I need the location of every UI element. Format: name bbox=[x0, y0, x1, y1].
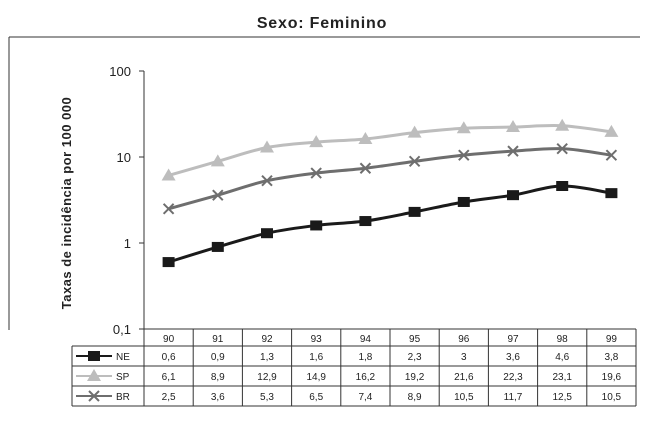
data-point-ne bbox=[457, 196, 470, 207]
data-label-sp: 8,9 bbox=[211, 372, 225, 383]
data-point-sp bbox=[456, 121, 471, 134]
y-tick-label: 100 bbox=[109, 64, 131, 79]
data-label-br: 2,5 bbox=[162, 392, 176, 403]
data-label-sp: 14,9 bbox=[306, 372, 326, 383]
data-label-ne: 3,8 bbox=[604, 352, 618, 363]
data-label-br: 10,5 bbox=[454, 392, 474, 403]
x-tick-label: 98 bbox=[557, 334, 569, 345]
data-point-sp bbox=[210, 154, 225, 167]
data-label-br: 12,5 bbox=[552, 392, 572, 403]
data-label-sp: 23,1 bbox=[552, 372, 572, 383]
data-point-br bbox=[458, 149, 470, 161]
data-point-ne bbox=[408, 206, 421, 217]
data-point-sp bbox=[506, 120, 520, 133]
x-tick-label: 90 bbox=[163, 334, 175, 345]
data-point-sp bbox=[161, 168, 176, 181]
data-point-br bbox=[507, 145, 519, 157]
series-line-sp bbox=[168, 124, 612, 177]
y-tick-label: 0,1 bbox=[113, 322, 131, 337]
data-point-br bbox=[310, 167, 322, 179]
data-point-sp bbox=[407, 125, 422, 138]
data-label-sp: 19,2 bbox=[405, 372, 425, 383]
series-line-ne bbox=[168, 184, 612, 264]
data-label-ne: 1,8 bbox=[358, 352, 372, 363]
data-label-br: 3,6 bbox=[211, 392, 225, 403]
data-label-sp: 16,2 bbox=[356, 372, 376, 383]
legend-label-ne: NE bbox=[116, 352, 130, 363]
series-layer bbox=[161, 118, 619, 268]
data-label-br: 10,5 bbox=[602, 392, 622, 403]
data-point-sp bbox=[260, 140, 274, 153]
x-tick-label: 96 bbox=[458, 334, 470, 345]
data-point-br bbox=[212, 189, 224, 201]
data-label-br: 7,4 bbox=[358, 392, 372, 403]
data-label-sp: 19,6 bbox=[602, 372, 622, 383]
data-point-ne bbox=[359, 216, 372, 227]
data-point-ne bbox=[310, 220, 323, 231]
data-label-sp: 22,3 bbox=[503, 372, 523, 383]
data-label-sp: 21,6 bbox=[454, 372, 474, 383]
data-point-ne bbox=[211, 241, 224, 252]
data-label-br: 5,3 bbox=[260, 392, 274, 403]
data-label-ne: 2,3 bbox=[408, 352, 422, 363]
data-label-ne: 0,9 bbox=[211, 352, 225, 363]
x-tick-label: 94 bbox=[360, 334, 372, 345]
data-label-br: 8,9 bbox=[408, 392, 422, 403]
data-label-ne: 3,6 bbox=[506, 352, 520, 363]
legend-label-sp: SP bbox=[116, 372, 130, 383]
y-axis-label: Taxas de incidência por 100 000 bbox=[59, 97, 74, 310]
data-point-ne bbox=[507, 190, 519, 201]
y-tick-label: 1 bbox=[124, 236, 131, 251]
data-label-sp: 12,9 bbox=[257, 372, 277, 383]
legend-marker-ne bbox=[88, 351, 100, 361]
data-point-br bbox=[408, 155, 421, 168]
series-line-br bbox=[168, 147, 612, 211]
legend-marker-sp bbox=[87, 369, 101, 381]
data-point-ne bbox=[261, 228, 273, 239]
data-point-sp bbox=[358, 131, 373, 144]
data-label-br: 6,5 bbox=[309, 392, 323, 403]
x-tick-label: 97 bbox=[507, 334, 519, 345]
data-point-br bbox=[261, 175, 273, 187]
data-point-sp bbox=[309, 135, 324, 148]
x-tick-label: 92 bbox=[261, 334, 273, 345]
x-tick-label: 99 bbox=[606, 334, 618, 345]
data-point-br bbox=[605, 149, 618, 161]
data-point-sp bbox=[604, 124, 619, 137]
data-label-br: 11,7 bbox=[504, 392, 523, 403]
legend-marker-br bbox=[88, 390, 100, 402]
chart-title: Sexo: Feminino bbox=[257, 15, 387, 32]
data-label-sp: 6,1 bbox=[162, 372, 176, 383]
data-point-br bbox=[556, 142, 568, 155]
x-tick-label: 91 bbox=[212, 334, 224, 345]
data-point-sp bbox=[555, 118, 570, 131]
axes: 0,1 1 10 100 bbox=[109, 64, 145, 337]
data-point-ne bbox=[162, 257, 175, 268]
data-table: 90 91 92 93 94 95 96 97 98 99 NE 0,6 0,9 1,3 1,6 1,8 2,3… bbox=[71, 328, 637, 407]
legend-label-br: BR bbox=[116, 392, 130, 403]
data-point-br bbox=[162, 203, 175, 215]
data-label-ne: 3 bbox=[461, 352, 467, 363]
data-point-ne bbox=[556, 181, 569, 192]
data-point-br bbox=[359, 162, 372, 174]
data-label-ne: 1,3 bbox=[260, 352, 274, 363]
data-label-ne: 1,6 bbox=[309, 352, 323, 363]
data-label-ne: 4,6 bbox=[555, 352, 569, 363]
data-label-ne: 0,6 bbox=[162, 352, 176, 363]
x-tick-label: 95 bbox=[409, 334, 421, 345]
x-tick-label: 93 bbox=[311, 334, 323, 345]
data-point-ne bbox=[605, 188, 618, 199]
y-tick-label: 10 bbox=[117, 150, 131, 165]
